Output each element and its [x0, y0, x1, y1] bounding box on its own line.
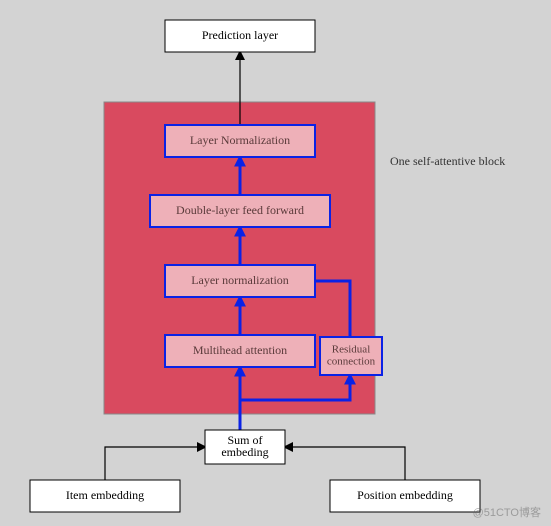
prediction-label: Prediction layer [202, 28, 278, 42]
sum-label-1: embeding [221, 445, 268, 459]
layernorm1-label: Layer normalization [191, 273, 289, 287]
layernorm2-label: Layer Normalization [190, 133, 290, 147]
residual-label-1: connection [327, 356, 376, 368]
item_emb-label: Item embedding [66, 488, 144, 502]
edge-8 [285, 447, 405, 480]
edge-7 [105, 447, 205, 480]
block-label: One self-attentive block [390, 154, 505, 168]
diagram-canvas: One self-attentive block Prediction layer… [0, 0, 551, 526]
residual-label-0: Residual [332, 344, 371, 356]
pos_emb-label: Position embedding [357, 488, 453, 502]
mha-label: Multihead attention [193, 343, 287, 357]
ffn-label: Double-layer feed forward [176, 203, 304, 217]
